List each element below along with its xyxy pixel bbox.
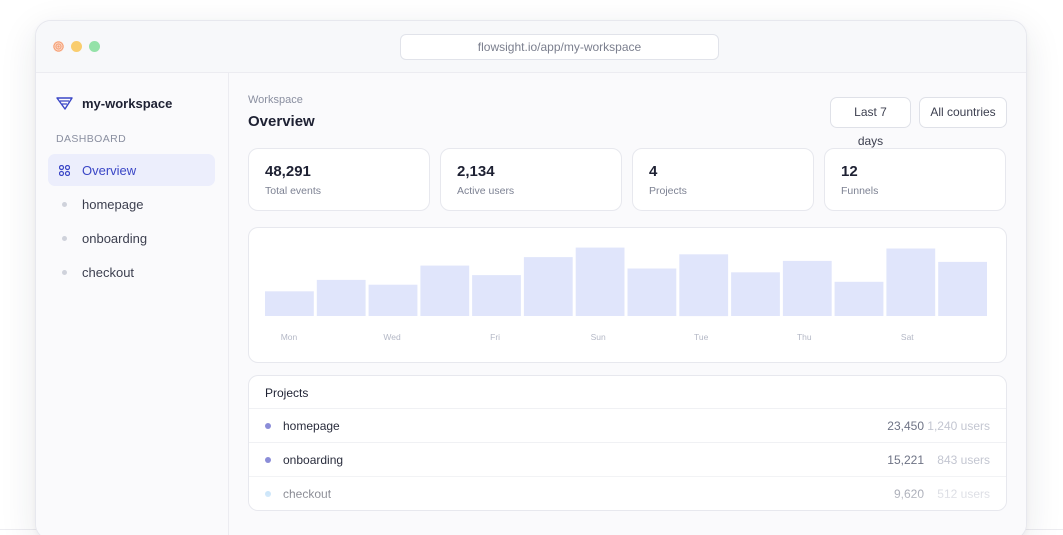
stat-label: Active users <box>457 185 515 197</box>
sidebar-item-label: checkout <box>82 264 135 280</box>
project-name: homepage <box>283 419 340 433</box>
chart-tick-label: Sun <box>591 332 606 342</box>
stat-card-total-events: 48,291 Total events <box>248 148 430 211</box>
chart-tick-label: Wed <box>383 332 401 342</box>
chart-bar[interactable] <box>834 281 884 316</box>
page-title: Overview <box>248 113 315 130</box>
chart-bar[interactable] <box>627 268 677 317</box>
projects-card: Projects homepage 23,450 1,240 users onb… <box>248 375 1007 511</box>
chart-tick-label: Thu <box>797 332 812 342</box>
chart-bar[interactable] <box>731 272 780 316</box>
project-users: 843 users <box>937 453 990 467</box>
project-dot-icon <box>265 423 271 429</box>
stat-value: 12 <box>841 163 858 180</box>
sidebar-item-homepage[interactable]: homepage <box>48 188 215 220</box>
chart-bar[interactable] <box>886 248 936 317</box>
chart-tick-label: Tue <box>694 332 709 342</box>
chart-bar[interactable] <box>368 284 418 316</box>
stat-value: 2,134 <box>457 163 495 180</box>
stat-label: Funnels <box>841 185 879 197</box>
project-users: 1,240 users <box>927 419 990 433</box>
main-content: Workspace Overview Last 7 days All count… <box>230 73 1026 535</box>
close-window-button[interactable] <box>53 41 64 52</box>
chart-bar[interactable] <box>316 279 366 316</box>
project-name: checkout <box>283 487 332 501</box>
sidebar-item-checkout[interactable]: checkout <box>48 256 215 288</box>
country-filter-button[interactable]: All countries <box>919 97 1007 128</box>
chart-tick-label: Fri <box>490 332 500 342</box>
sidebar-item-onboarding[interactable]: onboarding <box>48 222 215 254</box>
project-users: 512 users <box>937 487 990 501</box>
sidebar-item-label: onboarding <box>82 230 148 246</box>
breadcrumb[interactable]: Workspace <box>248 94 303 106</box>
stat-label: Total events <box>265 185 322 197</box>
workspace-name: my-workspace <box>82 95 173 111</box>
sidebar-item-label: homepage <box>82 196 144 212</box>
maximize-window-button[interactable] <box>89 41 100 52</box>
bullet-icon <box>62 201 67 207</box>
project-events: 15,221 <box>887 453 924 467</box>
chart-bar[interactable] <box>782 260 832 316</box>
chart-bar[interactable] <box>265 291 314 316</box>
events-chart-card: Mon Wed Fri Sun Tue Thu Sat <box>248 227 1007 363</box>
address-bar[interactable]: flowsight.io/app/my-workspace <box>400 34 719 60</box>
chart-bar[interactable] <box>575 247 625 316</box>
chart-bar[interactable] <box>938 261 987 316</box>
events-bar-chart: Mon Wed Fri Sun Tue Thu Sat <box>265 247 987 342</box>
sidebar: my-workspace DASHBOARD Overview homepage… <box>36 73 229 535</box>
sidebar-section-label: DASHBOARD <box>56 133 127 145</box>
date-range-filter-button[interactable]: Last 7 days <box>830 97 911 148</box>
project-row-onboarding[interactable]: onboarding 15,221 843 users <box>249 442 1006 476</box>
workspace-logo-icon <box>56 96 73 110</box>
chart-bar[interactable] <box>420 265 470 316</box>
project-row-homepage[interactable]: homepage 23,450 1,240 users <box>249 408 1006 442</box>
grid-icon <box>59 164 70 176</box>
stat-value: 4 <box>649 163 658 180</box>
chart-bar[interactable] <box>679 254 729 317</box>
project-dot-icon <box>265 457 271 463</box>
browser-window: flowsight.io/app/my-workspace my-workspa… <box>35 20 1027 535</box>
workspace-switcher[interactable]: my-workspace <box>56 94 172 112</box>
chart-bar[interactable] <box>472 275 521 316</box>
sidebar-item-label: Overview <box>82 162 137 178</box>
chart-tick-label: Sat <box>901 332 914 342</box>
minimize-window-button[interactable] <box>71 41 82 52</box>
chart-bar[interactable] <box>523 257 573 316</box>
projects-title: Projects <box>265 386 309 400</box>
stat-value: 48,291 <box>265 163 311 180</box>
project-row-checkout[interactable]: checkout 9,620 512 users <box>249 476 1006 510</box>
stat-card-projects: 4 Projects <box>632 148 814 211</box>
project-events: 23,450 <box>887 419 924 433</box>
project-dot-icon <box>265 491 271 497</box>
project-events: 9,620 <box>893 487 924 501</box>
stat-card-funnels: 12 Funnels <box>824 148 1006 211</box>
browser-titlebar: flowsight.io/app/my-workspace <box>36 21 1026 73</box>
sidebar-item-overview[interactable]: Overview <box>48 154 215 186</box>
bullet-icon <box>62 235 67 241</box>
project-name: onboarding <box>283 453 344 467</box>
bullet-icon <box>62 269 67 275</box>
chart-tick-label: Mon <box>281 332 298 342</box>
stat-label: Projects <box>649 185 687 197</box>
stat-card-active-users: 2,134 Active users <box>440 148 622 211</box>
